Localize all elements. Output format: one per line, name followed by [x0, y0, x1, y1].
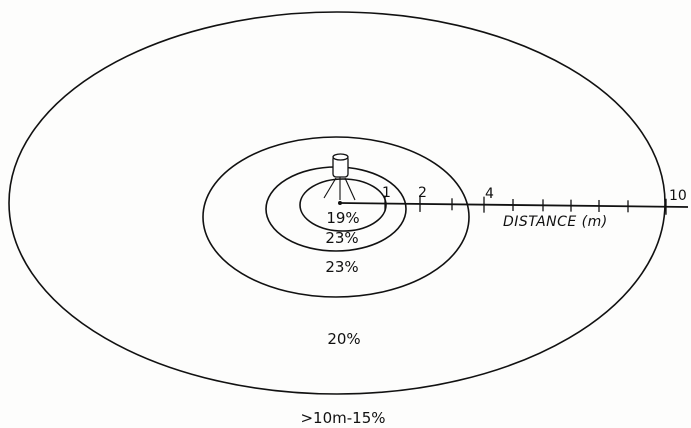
distance-label-1: 1 [382, 185, 391, 201]
ring-label-4m: 23% [325, 258, 358, 276]
ring-label-10m: 20% [327, 330, 360, 348]
distance-axis [339, 202, 689, 208]
ring-label-1m: 19% [326, 209, 359, 227]
instrument-icon [323, 153, 356, 205]
distance-label-10: 10 [669, 188, 687, 204]
distance-axis-ticks [384, 195, 667, 215]
ring-label-2m: 23% [325, 229, 358, 247]
distance-label-2: 2 [418, 185, 427, 201]
ring-4m [202, 136, 470, 298]
axis-title: DISTANCE (m) [503, 214, 608, 230]
ring-1m [299, 178, 387, 232]
ring-10m [8, 11, 666, 395]
distance-label-4: 4 [485, 186, 494, 202]
outside-label: >10m-15% [300, 409, 385, 427]
